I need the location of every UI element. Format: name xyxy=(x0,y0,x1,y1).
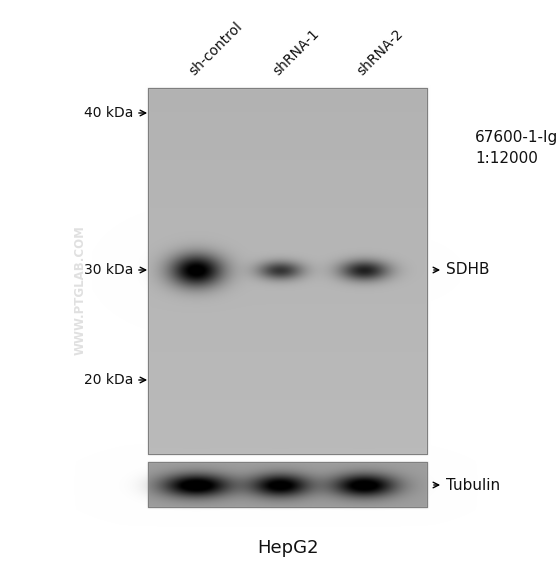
Text: SDHB: SDHB xyxy=(446,263,489,277)
Text: 30 kDa: 30 kDa xyxy=(83,263,133,277)
Text: WWW.PTGLAB.COM: WWW.PTGLAB.COM xyxy=(73,225,86,355)
Text: HepG2: HepG2 xyxy=(257,539,319,557)
Text: Tubulin: Tubulin xyxy=(446,477,500,493)
Text: 67600-1-Ig
1:12000: 67600-1-Ig 1:12000 xyxy=(475,130,558,166)
Text: shRNA-1: shRNA-1 xyxy=(270,26,321,78)
Text: 20 kDa: 20 kDa xyxy=(83,373,133,387)
Text: 40 kDa: 40 kDa xyxy=(83,106,133,120)
Text: shRNA-2: shRNA-2 xyxy=(354,26,405,78)
Text: sh-control: sh-control xyxy=(186,19,245,78)
